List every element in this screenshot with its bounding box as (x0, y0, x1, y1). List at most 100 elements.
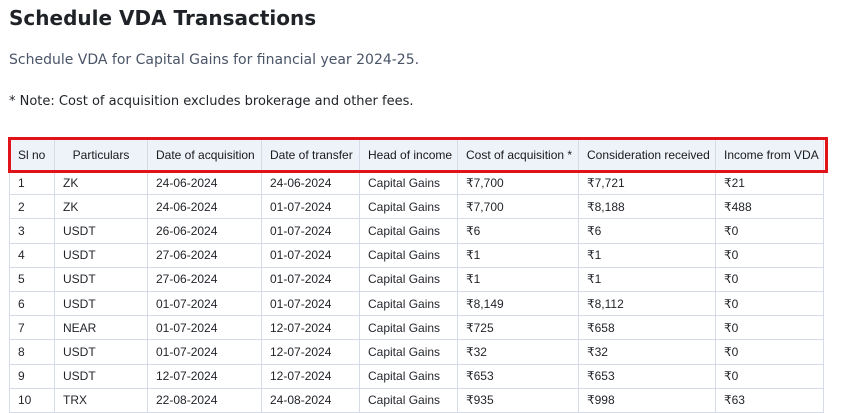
table-cell: ₹7,700 (457, 194, 579, 220)
table-cell: ₹658 (578, 315, 716, 341)
table-cell: 01-07-2024 (147, 315, 262, 341)
table-cell: 12-07-2024 (261, 339, 360, 365)
page-subtitle: Schedule VDA for Capital Gains for finan… (9, 52, 420, 68)
table-cell: 3 (9, 218, 55, 244)
table-cell: 26-06-2024 (147, 218, 262, 244)
table-cell: ₹8,188 (578, 194, 716, 220)
column-header: Sl no (9, 139, 55, 171)
table-row: 1 ZK 24-06-2024 24-06-2024 Capital Gains ₹7,7… (9, 169, 824, 196)
table-cell: 4 (9, 242, 55, 268)
table-header-row: Sl no Particulars Date of acquisition Date … (9, 139, 824, 171)
table-cell: Capital Gains (359, 242, 458, 268)
table-cell: USDT (54, 339, 148, 365)
table-body: 1 ZK 24-06-2024 24-06-2024 Capital Gains ₹7,7… (9, 169, 824, 413)
table-cell: 24-06-2024 (147, 194, 262, 220)
table-cell: 1 (9, 169, 55, 196)
table-cell: 12-07-2024 (147, 363, 262, 389)
table-cell: 24-08-2024 (261, 387, 360, 413)
table-cell: 01-07-2024 (261, 194, 360, 220)
table-cell: ₹1 (578, 242, 716, 268)
table-cell: Capital Gains (359, 266, 458, 292)
table-row: 9 USDT 12-07-2024 12-07-2024 Capital Gains ₹6… (9, 363, 824, 389)
table-cell: Capital Gains (359, 218, 458, 244)
table-row: 2 ZK 24-06-2024 01-07-2024 Capital Gains ₹7,7… (9, 194, 824, 220)
table-cell: ₹21 (715, 169, 824, 196)
column-header: Cost of acquisition * (457, 139, 579, 171)
table-cell: ₹7,700 (457, 169, 579, 196)
table-cell: ₹0 (715, 363, 824, 389)
table-cell: ₹32 (578, 339, 716, 365)
column-header: Income from VDA (715, 139, 824, 171)
table-cell: 24-06-2024 (147, 169, 262, 196)
table-cell: USDT (54, 218, 148, 244)
table-cell: ₹8,149 (457, 290, 579, 317)
table-cell: ₹998 (578, 387, 716, 413)
table-cell: ₹7,721 (578, 169, 716, 196)
table-cell: ₹0 (715, 290, 824, 317)
vda-table-container: Sl no Particulars Date of acquisition Date … (9, 139, 824, 413)
table-cell: 27-06-2024 (147, 242, 262, 268)
table-cell: ₹653 (457, 363, 579, 389)
table-row: 4 USDT 27-06-2024 01-07-2024 Capital Gains ₹1… (9, 242, 824, 268)
column-header: Date of acquisition (147, 139, 262, 171)
table-cell: ₹725 (457, 315, 579, 341)
table-cell: ₹0 (715, 242, 824, 268)
acquisition-note: * Note: Cost of acquisition excludes bro… (9, 94, 414, 109)
table-cell: USDT (54, 290, 148, 317)
table-cell: ₹1 (457, 242, 579, 268)
table-cell: ₹0 (715, 315, 824, 341)
table-cell: USDT (54, 242, 148, 268)
table-cell: 01-07-2024 (261, 290, 360, 317)
table-cell: ₹32 (457, 339, 579, 365)
table-cell: 9 (9, 363, 55, 389)
table-cell: ₹6 (578, 218, 716, 244)
table-cell: 12-07-2024 (261, 363, 360, 389)
table-cell: NEAR (54, 315, 148, 341)
table-cell: 12-07-2024 (261, 315, 360, 341)
table-cell: ₹0 (715, 218, 824, 244)
table-cell: 24-06-2024 (261, 169, 360, 196)
table-cell: USDT (54, 363, 148, 389)
table-cell: 10 (9, 387, 55, 413)
table-cell: 01-07-2024 (261, 218, 360, 244)
table-cell: ₹0 (715, 339, 824, 365)
table-cell: Capital Gains (359, 194, 458, 220)
table-cell: 01-07-2024 (261, 242, 360, 268)
table-cell: 2 (9, 194, 55, 220)
table-cell: ₹935 (457, 387, 579, 413)
table-cell: ZK (54, 194, 148, 220)
table-cell: ₹1 (457, 266, 579, 292)
table-cell: TRX (54, 387, 148, 413)
table-cell: USDT (54, 266, 148, 292)
table-cell: ₹1 (578, 266, 716, 292)
table-cell: ₹0 (715, 266, 824, 292)
table-row: 6 USDT 01-07-2024 01-07-2024 Capital Gains ₹8… (9, 290, 824, 317)
table-row: 3 USDT 26-06-2024 01-07-2024 Capital Gains ₹6… (9, 218, 824, 244)
table-cell: Capital Gains (359, 339, 458, 365)
table-row: 10 TRX 22-08-2024 24-08-2024 Capital Gains ₹9… (9, 387, 824, 413)
table-cell: 27-06-2024 (147, 266, 262, 292)
table-cell: Capital Gains (359, 363, 458, 389)
page-title: Schedule VDA Transactions (9, 6, 317, 30)
table-cell: 7 (9, 315, 55, 341)
table-cell: Capital Gains (359, 290, 458, 317)
table-cell: ₹488 (715, 194, 824, 220)
table-cell: 6 (9, 290, 55, 317)
table-cell: ₹653 (578, 363, 716, 389)
table-cell: 5 (9, 266, 55, 292)
table-cell: 01-07-2024 (147, 339, 262, 365)
table-cell: 8 (9, 339, 55, 365)
column-header: Particulars (54, 139, 148, 171)
table-cell: 01-07-2024 (261, 266, 360, 292)
table-cell: Capital Gains (359, 169, 458, 196)
table-cell: Capital Gains (359, 387, 458, 413)
table-row: 8 USDT 01-07-2024 12-07-2024 Capital Gains ₹3… (9, 339, 824, 365)
column-header: Head of income (359, 139, 458, 171)
table-cell: ₹8,112 (578, 290, 716, 317)
table-cell: ₹63 (715, 387, 824, 413)
vda-transactions-table: Sl no Particulars Date of acquisition Date … (9, 139, 824, 413)
table-row: 5 USDT 27-06-2024 01-07-2024 Capital Gains ₹1… (9, 266, 824, 292)
column-header: Consideration received (578, 139, 716, 171)
table-cell: ZK (54, 169, 148, 196)
table-cell: 01-07-2024 (147, 290, 262, 317)
